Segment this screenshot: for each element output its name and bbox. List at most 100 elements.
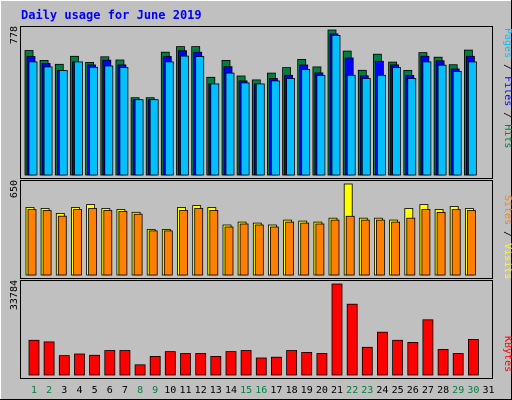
kbytes-bar-day-28 bbox=[437, 348, 449, 376]
kbytes-bar-day-13 bbox=[210, 355, 222, 376]
day-label-3: 3 bbox=[61, 385, 67, 396]
day-label-4: 4 bbox=[76, 385, 82, 396]
sites-bar-day-1 bbox=[27, 209, 37, 276]
kbytes-bar-day-3 bbox=[58, 355, 70, 376]
kbytes-bar-day-8 bbox=[134, 364, 146, 376]
sites-bar-day-28 bbox=[436, 211, 446, 276]
pages-bar-day-9 bbox=[149, 99, 159, 176]
legend-pages: Pages bbox=[502, 28, 512, 58]
pages-bar-day-29 bbox=[452, 71, 462, 176]
day-label-22: 22 bbox=[346, 385, 358, 396]
sites-bar-day-24 bbox=[375, 219, 385, 276]
kbytes-bar-day-27 bbox=[422, 319, 434, 376]
day-label-1: 1 bbox=[31, 385, 37, 396]
day-label-20: 20 bbox=[316, 385, 328, 396]
sites-bar-day-30 bbox=[466, 210, 476, 276]
chart-title: Daily usage for June 2019 bbox=[21, 8, 202, 22]
day-label-25: 25 bbox=[392, 385, 404, 396]
day-label-21: 21 bbox=[331, 385, 343, 396]
legend-kbytes: KBytes bbox=[502, 336, 512, 372]
sites-bar-day-19 bbox=[300, 222, 310, 276]
kbytes-bar-day-6 bbox=[104, 350, 116, 376]
hits-ymax-label: 778 bbox=[9, 26, 20, 44]
kbytes-bars bbox=[28, 283, 479, 376]
pages-bar-day-10 bbox=[164, 61, 174, 176]
kbytes-bar-day-19 bbox=[301, 351, 313, 376]
kbytes-bar-day-10 bbox=[164, 351, 176, 376]
legend-hits: Hits bbox=[502, 124, 512, 148]
hits-legend: Pages / Files / Hits bbox=[502, 28, 512, 148]
legend-separator: / bbox=[502, 106, 512, 124]
pages-bar-day-15 bbox=[240, 82, 250, 176]
sites-bar-day-11 bbox=[179, 210, 188, 276]
sites-bar-day-13 bbox=[209, 210, 219, 276]
day-label-11: 11 bbox=[179, 385, 191, 396]
sites-bar-day-27 bbox=[421, 209, 431, 276]
kbytes-bar-day-23 bbox=[361, 346, 373, 376]
day-label-16: 16 bbox=[255, 385, 267, 396]
sites-bar-day-4 bbox=[73, 209, 82, 276]
pages-bar-day-6 bbox=[104, 65, 114, 176]
pages-bar-day-24 bbox=[376, 74, 386, 176]
pages-bar-day-17 bbox=[270, 80, 280, 176]
kbytes-bar-day-1 bbox=[28, 339, 40, 376]
day-label-26: 26 bbox=[407, 385, 419, 396]
sites-bar-day-5 bbox=[88, 208, 97, 276]
day-label-15: 15 bbox=[240, 385, 252, 396]
kbytes-ymax-label: 33784 bbox=[9, 280, 20, 310]
day-label-17: 17 bbox=[270, 385, 282, 396]
legend-files: Files bbox=[502, 76, 512, 106]
sites-bar-day-23 bbox=[360, 219, 370, 276]
sites-bar-day-25 bbox=[391, 221, 401, 276]
day-label-27: 27 bbox=[422, 385, 434, 396]
hits-files-pages-bars bbox=[24, 29, 477, 176]
day-label-5: 5 bbox=[92, 385, 98, 396]
pages-bar-day-21 bbox=[331, 35, 341, 176]
visits-legend: Sites / Visits bbox=[502, 195, 512, 279]
visits-ymax-label: 650 bbox=[9, 180, 20, 198]
sites-bar-day-6 bbox=[103, 210, 113, 276]
sites-bar-day-20 bbox=[315, 223, 325, 276]
sites-bar-day-3 bbox=[57, 215, 67, 276]
kbytes-bar-day-20 bbox=[316, 353, 328, 376]
kbytes-bar-day-4 bbox=[74, 353, 85, 376]
sites-bar-day-8 bbox=[133, 213, 143, 276]
kbytes-bar-day-21 bbox=[331, 283, 343, 376]
pages-bar-day-7 bbox=[119, 67, 129, 176]
pages-bar-day-26 bbox=[407, 78, 417, 176]
pages-bar-day-2 bbox=[43, 66, 53, 176]
pages-bar-day-4 bbox=[74, 61, 83, 176]
day-label-13: 13 bbox=[210, 385, 222, 396]
day-label-7: 7 bbox=[122, 385, 128, 396]
kbytes-bar-day-29 bbox=[452, 353, 464, 376]
day-label-19: 19 bbox=[301, 385, 313, 396]
pages-bar-day-18 bbox=[286, 78, 296, 176]
kbytes-bar-day-12 bbox=[195, 353, 207, 376]
pages-bar-day-16 bbox=[255, 83, 265, 176]
sites-bar-day-22 bbox=[345, 215, 355, 276]
visits-sites-bars bbox=[25, 183, 476, 276]
day-label-12: 12 bbox=[195, 385, 207, 396]
pages-bar-day-28 bbox=[437, 64, 447, 176]
x-axis-day-labels: 1 2 3 4 5 6 7 8 9 10 11 12 13 14 15 16 17 18 19 20 21 22 23 24 2… bbox=[31, 385, 495, 396]
day-label-28: 28 bbox=[437, 385, 449, 396]
pages-bar-day-27 bbox=[422, 61, 432, 176]
sites-bar-day-9 bbox=[148, 230, 158, 276]
kbytes-bar-day-25 bbox=[392, 339, 404, 376]
sites-bar-day-2 bbox=[42, 210, 52, 276]
visits-panel-frame bbox=[20, 180, 493, 279]
pages-bar-day-11 bbox=[180, 55, 189, 176]
sites-bar-day-12 bbox=[194, 208, 204, 276]
pages-bar-day-13 bbox=[210, 83, 220, 176]
sites-bar-day-18 bbox=[285, 221, 295, 276]
legend-sites: Sites bbox=[502, 195, 512, 225]
kbytes-bar-day-15 bbox=[240, 350, 252, 376]
kbytes-bar-day-24 bbox=[376, 331, 388, 376]
sites-bar-day-29 bbox=[451, 209, 461, 276]
kbytes-bar-day-26 bbox=[407, 341, 419, 376]
day-label-29: 29 bbox=[452, 385, 464, 396]
sites-bar-day-17 bbox=[269, 226, 279, 276]
day-label-6: 6 bbox=[107, 385, 113, 396]
pages-bar-day-22 bbox=[346, 74, 356, 176]
